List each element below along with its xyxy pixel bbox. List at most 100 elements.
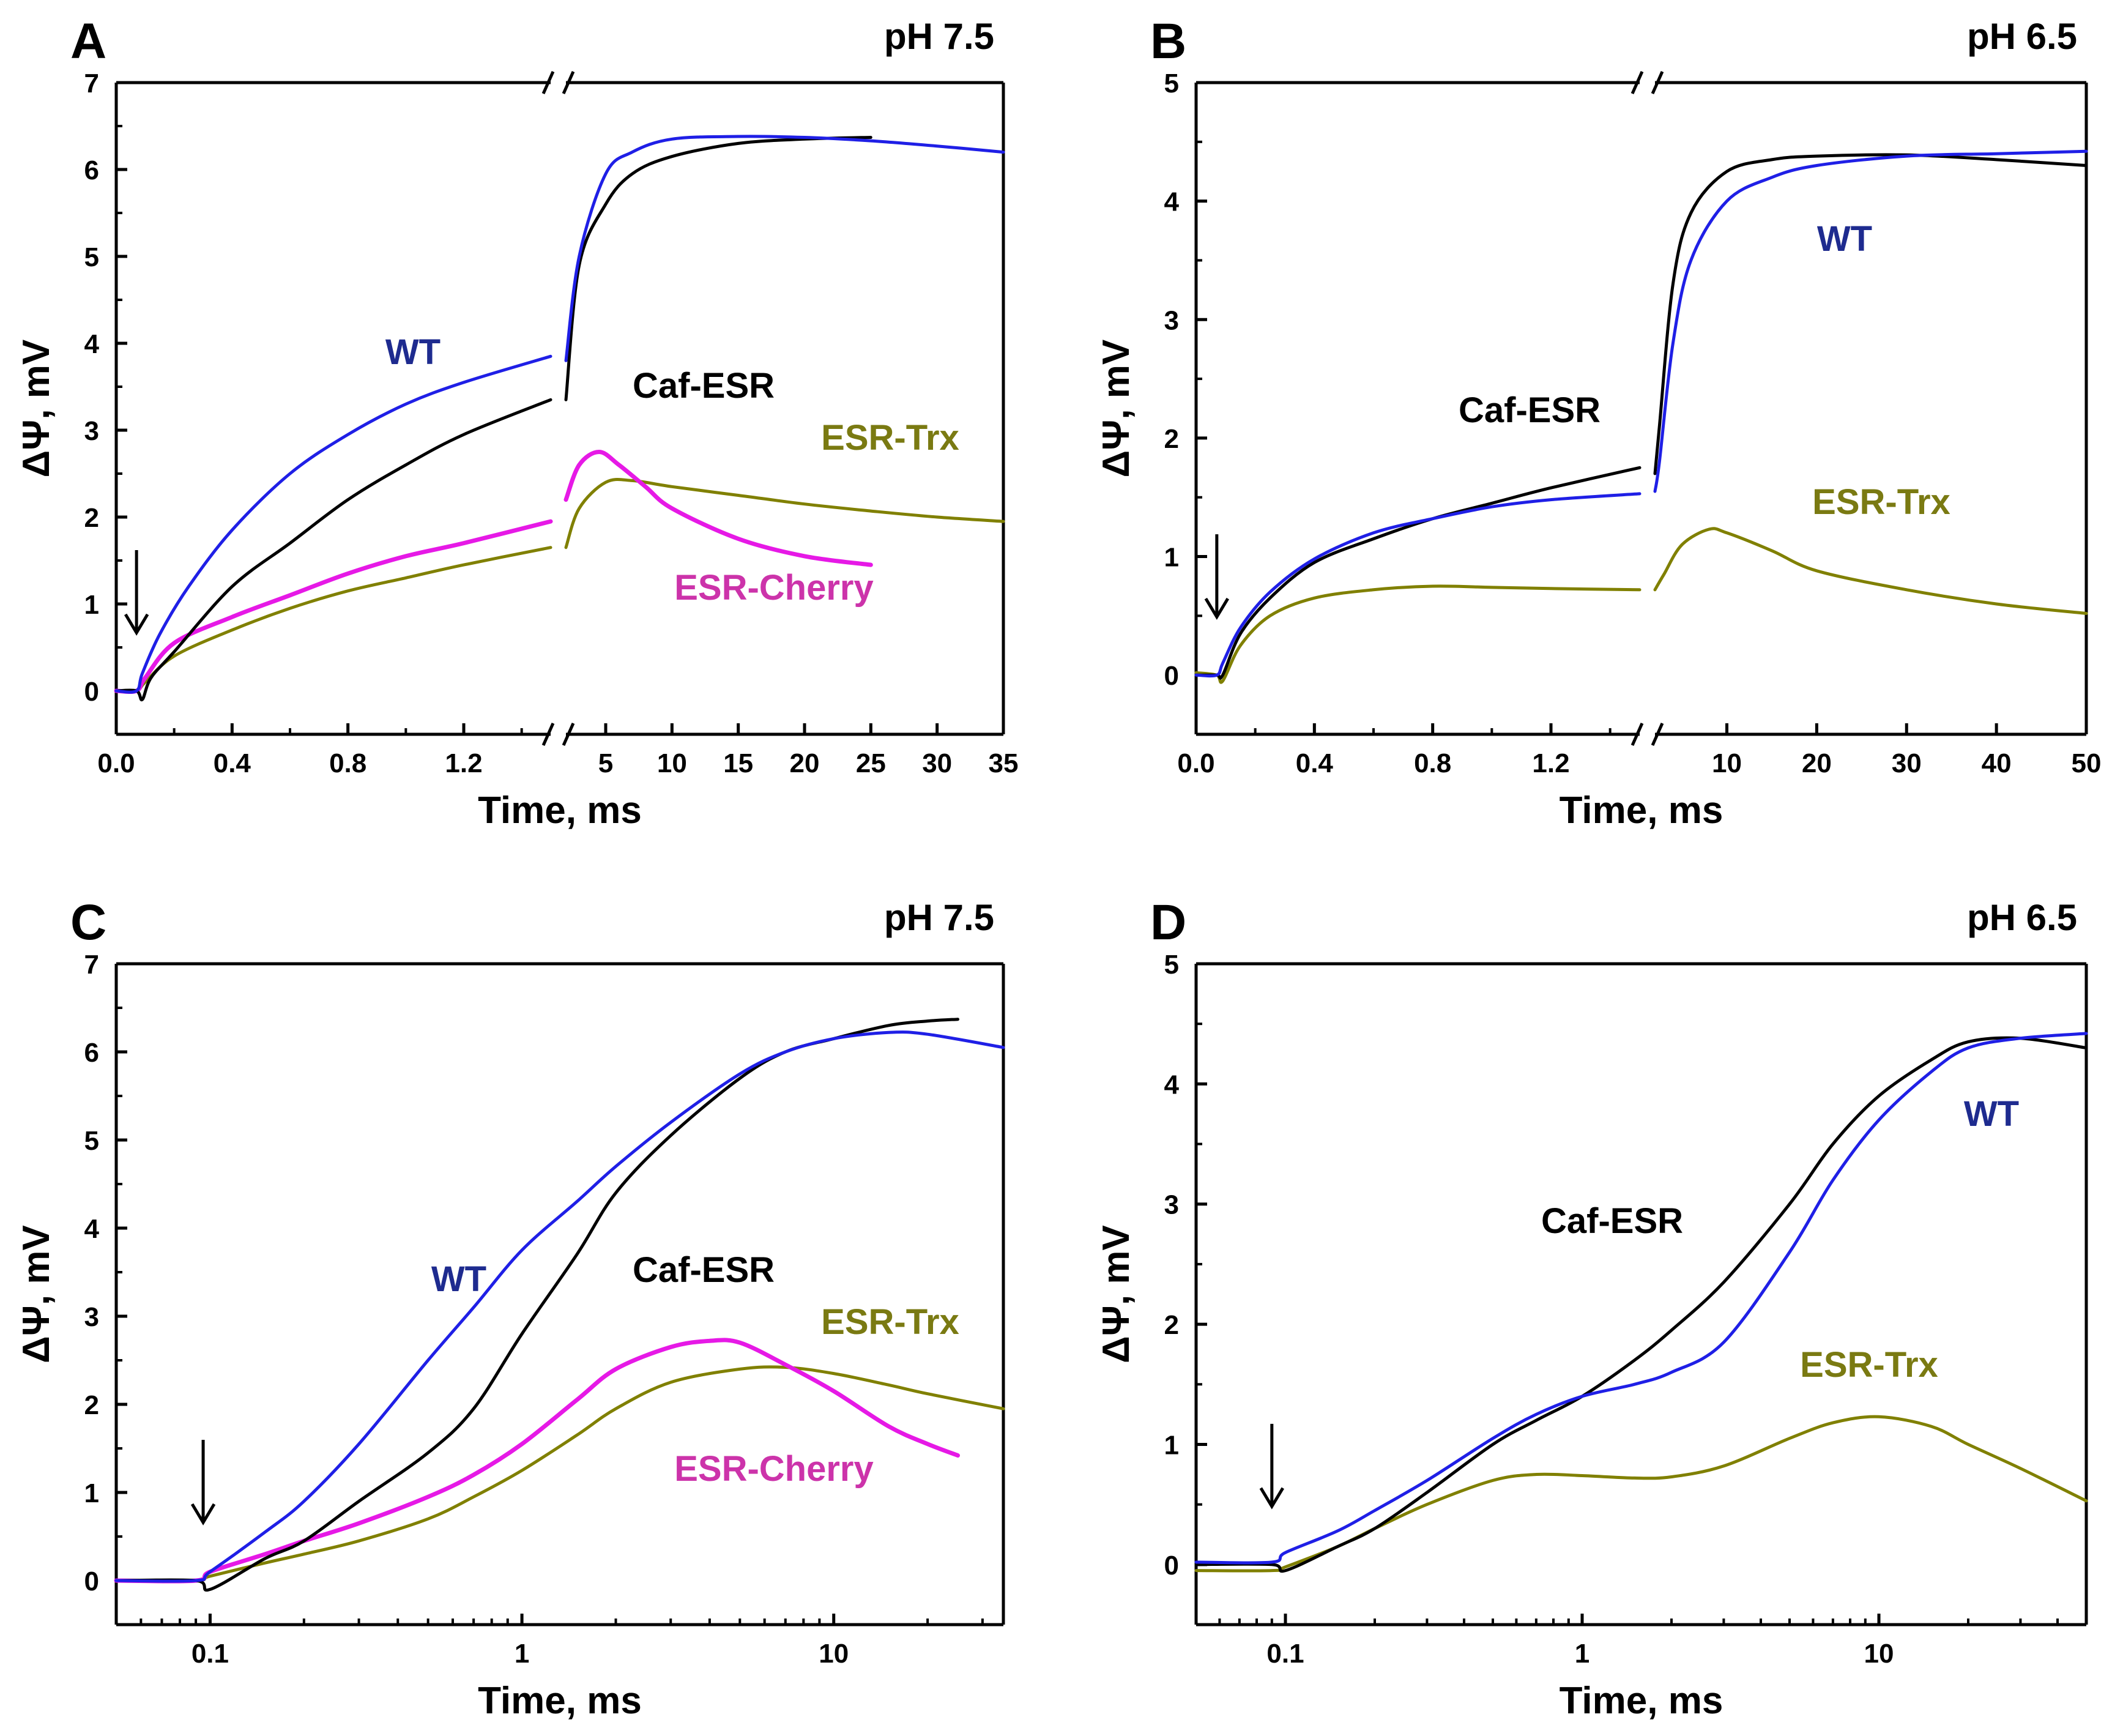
series-line-caf-esr-seg1 xyxy=(114,398,552,702)
y-tick-label: 0 xyxy=(1164,1551,1179,1581)
x-tick-label: 0.0 xyxy=(97,748,135,778)
y-tick-label: 6 xyxy=(84,155,99,185)
y-tick-label: 0 xyxy=(84,677,99,707)
series-line-wt-seg1 xyxy=(1194,492,1642,678)
x-tick-label: 0.1 xyxy=(1266,1639,1304,1669)
y-tick-label: 1 xyxy=(84,1478,99,1508)
y-tick-label: 7 xyxy=(84,950,99,980)
y-axis-title: ΔΨ, mV xyxy=(15,1225,58,1363)
x-tick-label: 50 xyxy=(2072,748,2102,778)
y-axis-title: ΔΨ, mV xyxy=(1095,340,1137,478)
panel-letter: C xyxy=(70,895,106,950)
x-axis-title: Time, ms xyxy=(1560,789,1723,832)
y-tick-label: 3 xyxy=(84,1302,99,1332)
arrow-head xyxy=(1204,597,1229,620)
flash-arrow xyxy=(124,550,149,636)
series-label-esr-trx: ESR-Trx xyxy=(1800,1345,1938,1385)
x-axis-title: Time, ms xyxy=(478,789,642,832)
series-line-caf-esr-seg1 xyxy=(1194,466,1642,680)
y-tick-label: 6 xyxy=(84,1038,99,1068)
series-label-wt: WT xyxy=(1964,1094,2019,1134)
panel-d: 0 1 2 3 4 5 0.1 1 10 Time, ms ΔΨ, mV D pH 6.5 WT Caf-E… xyxy=(1095,895,2088,1722)
series-line-caf-esr xyxy=(1194,1036,2088,1573)
x-tick-label: 10 xyxy=(657,748,687,778)
arrow-head xyxy=(124,613,149,636)
x-tick-label: 0.8 xyxy=(329,748,366,778)
x-tick-label: 30 xyxy=(1892,748,1922,778)
flash-arrow xyxy=(1259,1423,1284,1510)
series-line-caf-esr-seg2 xyxy=(1653,153,2088,475)
y-tick-label: 0 xyxy=(1164,661,1179,691)
panel-letter: D xyxy=(1150,895,1186,950)
axes xyxy=(114,70,1005,747)
panel-letter: A xyxy=(70,13,106,69)
axes xyxy=(1194,962,2088,1626)
series-line-esr-trx-seg2 xyxy=(564,478,1005,549)
series-line-wt-seg1 xyxy=(114,354,552,694)
x-tick-label: 10 xyxy=(1712,748,1742,778)
series-line-esr-cherry xyxy=(114,1338,960,1584)
x-tick-label: 0.8 xyxy=(1414,748,1451,778)
series-line-esr-trx-seg1 xyxy=(1194,584,1642,684)
ph-label: pH 6.5 xyxy=(1967,897,2077,938)
arrow-head xyxy=(1259,1487,1284,1510)
y-tick-label: 3 xyxy=(1164,305,1179,335)
x-tick-label: 0.4 xyxy=(214,748,251,778)
x-tick-label: 20 xyxy=(790,748,820,778)
y-axis-title: ΔΨ, mV xyxy=(15,340,58,478)
x-tick-label: 10 xyxy=(1864,1639,1894,1669)
series-line-wt-seg2 xyxy=(564,135,1005,362)
series-line-wt xyxy=(114,1030,1005,1583)
x-tick-label: 40 xyxy=(1982,748,2012,778)
x-tick-label: 20 xyxy=(1802,748,1832,778)
y-tick-label: 2 xyxy=(84,503,99,533)
y-tick-label: 5 xyxy=(84,242,99,272)
arrow-head xyxy=(190,1503,216,1526)
series-label-esr-trx: ESR-Trx xyxy=(821,1302,959,1342)
x-tick-label: 0.1 xyxy=(191,1639,229,1669)
y-tick-label: 2 xyxy=(1164,424,1179,454)
series-label-caf-esr: Caf-ESR xyxy=(1459,390,1601,430)
x-tick-label: 1.2 xyxy=(445,748,482,778)
series-label-caf-esr: Caf-ESR xyxy=(1541,1201,1683,1241)
ph-label: pH 6.5 xyxy=(1967,16,2077,57)
axis-break-mark xyxy=(562,722,575,747)
axes xyxy=(1194,70,2088,747)
series-label-esr-cherry: ESR-Cherry xyxy=(674,568,874,608)
series-line-esr-trx-seg2 xyxy=(1653,527,2088,615)
x-tick-label: 1 xyxy=(515,1639,529,1669)
axis-break-mark xyxy=(541,722,555,747)
series-label-esr-cherry: ESR-Cherry xyxy=(674,1449,874,1489)
flash-arrow xyxy=(1204,534,1229,620)
series-line-esr-trx-seg1 xyxy=(114,546,552,693)
y-tick-label: 4 xyxy=(84,1214,100,1244)
flash-arrow xyxy=(190,1440,216,1526)
axis-break-mark xyxy=(1630,722,1644,747)
axis-break-mark xyxy=(541,70,555,95)
panel-a: 0 1 2 3 4 5 6 7 0.0 0.4 0.8 1.2 5 10 15 20 25 30 35 Time, m… xyxy=(15,13,1018,832)
y-tick-label: 3 xyxy=(84,416,99,446)
series-line-wt xyxy=(1194,1032,2088,1565)
y-tick-label: 5 xyxy=(84,1126,99,1156)
series-line-esr-trx xyxy=(1194,1415,2088,1573)
axis-break-mark xyxy=(1630,70,1644,95)
y-tick-label: 5 xyxy=(1164,69,1179,99)
panel-b: 0 1 2 3 4 5 0.0 0.4 0.8 1.2 10 20 30 40 50 Time, ms ΔΨ, … xyxy=(1095,13,2101,832)
ph-label: pH 7.5 xyxy=(884,897,994,938)
series-line-esr-cherry-seg2 xyxy=(563,450,873,567)
x-tick-label: 1.2 xyxy=(1532,748,1569,778)
panel-letter: B xyxy=(1150,13,1186,69)
y-tick-label: 1 xyxy=(84,590,99,620)
y-tick-label: 7 xyxy=(84,69,99,99)
axis-break-mark xyxy=(562,70,575,95)
series-label-wt: WT xyxy=(431,1259,486,1299)
x-tick-label: 10 xyxy=(819,1639,849,1669)
y-tick-label: 2 xyxy=(1164,1310,1179,1340)
y-tick-label: 2 xyxy=(84,1390,99,1420)
panel-c: 0 1 2 3 4 5 6 7 0.1 1 10 Time, ms ΔΨ, mV C pH 7.5 WT Caf… xyxy=(15,895,1005,1722)
x-tick-label: 0.4 xyxy=(1296,748,1334,778)
series-label-caf-esr: Caf-ESR xyxy=(633,1250,775,1290)
x-tick-label: 15 xyxy=(723,748,753,778)
y-tick-label: 1 xyxy=(1164,543,1179,573)
